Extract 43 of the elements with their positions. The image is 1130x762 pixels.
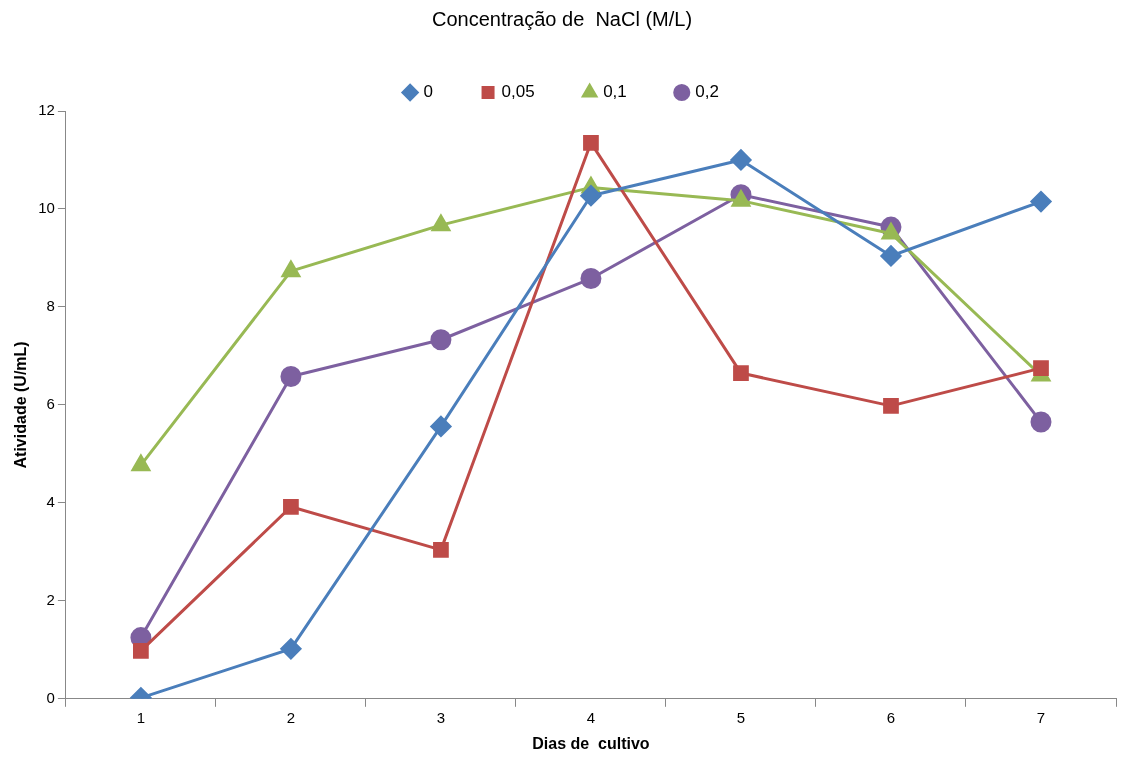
point xyxy=(280,638,302,660)
point xyxy=(131,454,151,472)
point xyxy=(731,190,751,207)
x-tick-label: 3 xyxy=(436,708,446,726)
point xyxy=(733,365,749,381)
point xyxy=(430,415,452,437)
x-tick-label: 1 xyxy=(136,708,146,726)
point xyxy=(883,398,899,414)
point xyxy=(1030,191,1052,213)
y-tick-label: 2 xyxy=(46,590,55,608)
point xyxy=(880,245,902,267)
legend-label: 0,2 xyxy=(695,82,719,102)
legend-title: Concentração de NaCl (M/L) xyxy=(431,7,693,30)
point xyxy=(583,134,599,151)
legend-label: 0,1 xyxy=(603,82,627,102)
x-tick-label: 5 xyxy=(736,708,746,726)
point xyxy=(881,222,901,240)
point xyxy=(1030,411,1052,433)
point xyxy=(281,260,301,278)
legend-label: 0 xyxy=(423,82,434,102)
legend-label: 0,05 xyxy=(501,82,535,102)
point xyxy=(730,149,752,171)
x-axis-title: Dias de cultivo xyxy=(532,734,650,752)
y-tick-label: 4 xyxy=(46,493,55,511)
y-tick-label: 0 xyxy=(46,688,55,706)
y-tick-label: 10 xyxy=(38,199,55,217)
x-tick-label: 6 xyxy=(886,708,896,726)
point xyxy=(431,214,451,232)
point xyxy=(133,642,149,659)
y-axis-title: Atividade (U/mL) xyxy=(12,341,30,469)
point xyxy=(283,498,299,515)
point xyxy=(433,542,449,558)
y-tick-label: 12 xyxy=(38,101,55,119)
y-tick-label: 6 xyxy=(46,395,55,413)
point xyxy=(1033,360,1049,377)
point xyxy=(580,268,602,290)
point xyxy=(280,365,302,387)
point xyxy=(580,185,602,207)
point xyxy=(430,329,452,351)
x-tick-label: 2 xyxy=(286,708,296,726)
x-tick-label: 7 xyxy=(1036,708,1046,726)
y-tick-label: 8 xyxy=(46,297,55,315)
x-tick-label: 4 xyxy=(586,708,596,726)
